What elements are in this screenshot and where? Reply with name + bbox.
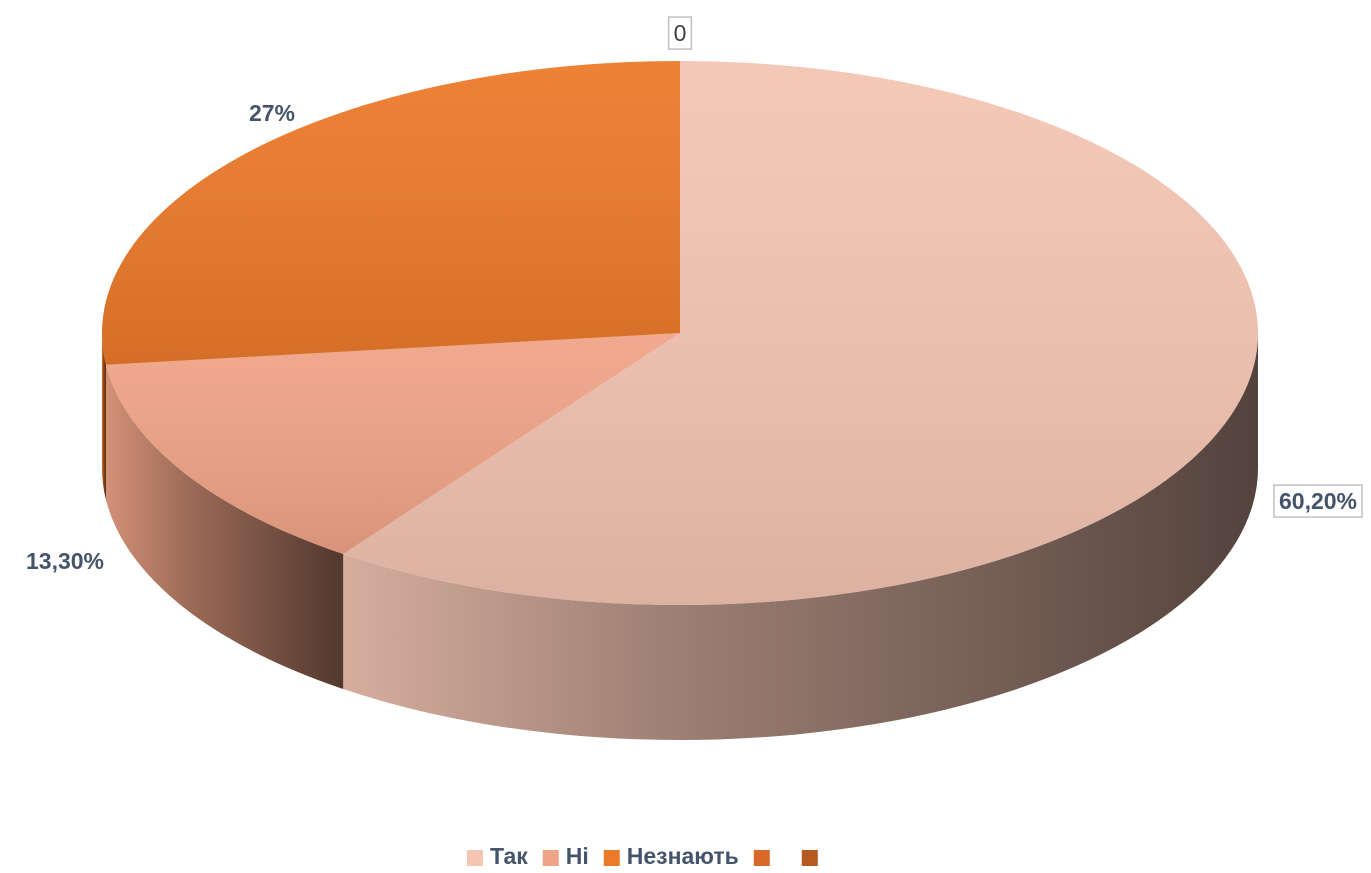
data-label: 27% <box>249 100 295 126</box>
legend-swatch <box>753 850 770 866</box>
legend-swatch <box>801 850 818 866</box>
slice-side-shade <box>343 333 1259 740</box>
slice-shade <box>101 61 680 365</box>
slice-shade <box>105 333 680 555</box>
slice-shade <box>343 61 1259 605</box>
data-label-box <box>667 16 693 50</box>
data-label: 13,30% <box>26 548 104 574</box>
legend-swatch <box>467 850 483 866</box>
legend-swatch <box>603 850 620 866</box>
data-label: 0 <box>674 20 687 46</box>
legend-swatch <box>542 850 559 866</box>
slice-side-shade <box>105 364 344 690</box>
legend-label: Так <box>490 843 528 869</box>
legend-label: Незнають <box>627 843 739 869</box>
legend-label: Ні <box>566 843 589 869</box>
data-label-box <box>1273 484 1363 518</box>
data-label: 60,20% <box>1279 488 1357 514</box>
slice-side-shade <box>102 333 106 500</box>
